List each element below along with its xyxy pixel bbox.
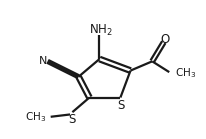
Text: CH$_3$: CH$_3$	[175, 66, 196, 80]
Text: NH$_2$: NH$_2$	[89, 23, 112, 38]
Text: N: N	[39, 56, 47, 66]
Text: CH$_3$: CH$_3$	[25, 111, 46, 124]
Text: S: S	[68, 113, 75, 126]
Text: S: S	[117, 99, 124, 112]
Text: O: O	[159, 33, 169, 46]
